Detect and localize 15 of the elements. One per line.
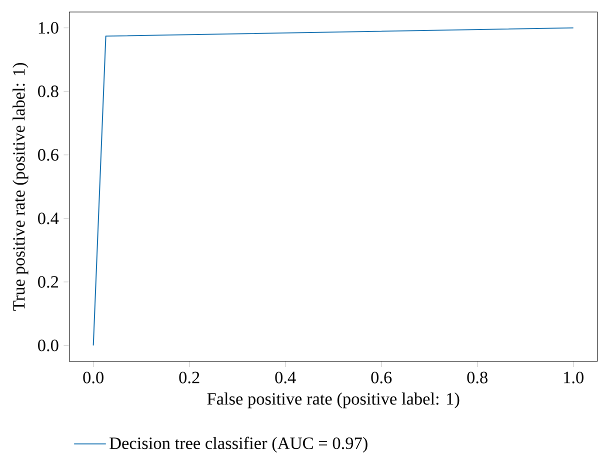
x-tick-label: 0.4: [275, 372, 296, 384]
x-axis-title: False positive rate (positive label: 1): [207, 392, 460, 408]
x-tick-label: 0.2: [179, 372, 200, 384]
legend-label: Decision tree classifier (AUC = 0.97): [110, 436, 368, 453]
y-tick-label: 0.0: [38, 340, 58, 352]
y-tick-label: 0.6: [38, 149, 58, 161]
y-tick-label: 0.8: [38, 86, 58, 98]
x-tick-label: 0.8: [467, 372, 488, 384]
x-tick-label: 1.0: [564, 372, 584, 384]
x-tick-label: 0.6: [371, 372, 392, 384]
x-tick-label: 0.0: [83, 372, 104, 384]
y-axis-title: True positive rate (positive label: 1): [12, 63, 28, 311]
y-tick-label: 0.4: [38, 212, 59, 224]
y-tick-label: 1.0: [38, 22, 58, 34]
y-tick-label: 0.2: [38, 276, 58, 288]
